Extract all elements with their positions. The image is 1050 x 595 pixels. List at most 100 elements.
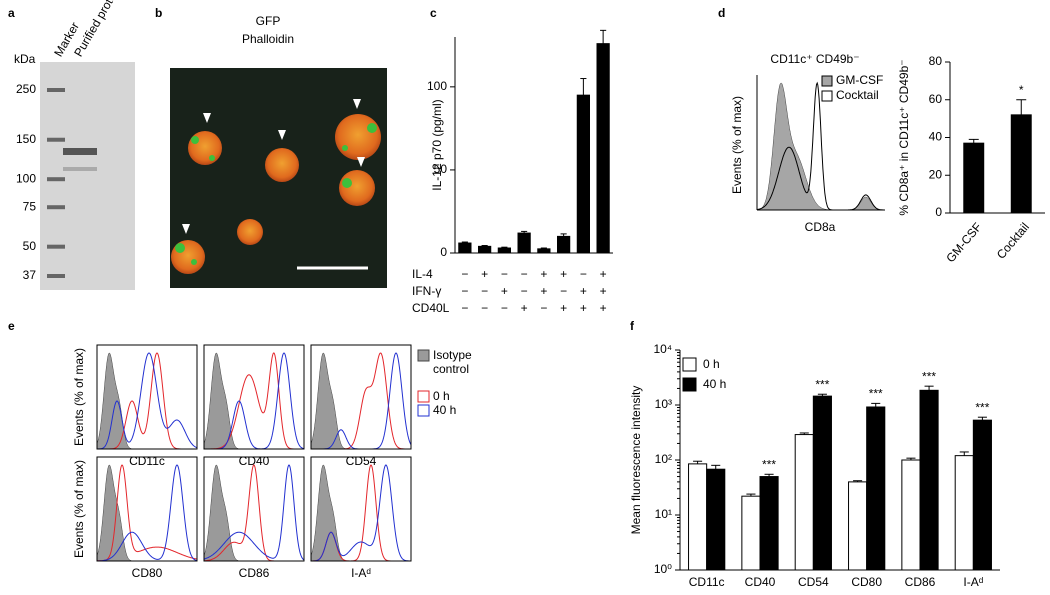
panel-label: e	[8, 319, 15, 333]
legend-swatch	[821, 75, 833, 87]
protein-band	[63, 148, 97, 155]
marker-band	[47, 177, 65, 182]
x-tick-label: CD86	[905, 575, 936, 589]
bar	[866, 406, 886, 571]
y-axis-label: % CD8a⁺ in CD11c⁺ CD49b⁻	[897, 59, 911, 215]
stain-label: Phalloidin	[242, 32, 294, 46]
bar	[919, 389, 939, 571]
y-tick-label: 80	[929, 54, 943, 68]
condition-sign: +	[540, 284, 547, 298]
stain-label: GFP	[256, 14, 281, 28]
marker-label: CD11c	[129, 454, 165, 468]
condition-sign: −	[540, 301, 547, 315]
condition-sign: +	[600, 301, 607, 315]
legend-label: Isotype control	[433, 348, 472, 376]
histogram-title: CD11c⁺ CD49b⁻	[770, 52, 859, 66]
legend-swatch	[682, 357, 697, 372]
y-tick-label: 20	[929, 167, 943, 181]
marker-label: CD80	[132, 566, 163, 580]
panel-label: b	[155, 6, 162, 20]
gel-unit: kDa	[14, 52, 36, 66]
marker-band	[47, 274, 65, 278]
bar	[954, 455, 974, 571]
histogram-curve	[203, 464, 305, 561]
x-axis-label: CD8a	[805, 220, 836, 234]
condition-name: IL-4	[412, 267, 433, 281]
bar	[478, 245, 492, 254]
y-tick-label: 100	[427, 79, 447, 93]
bar	[706, 468, 726, 571]
y-tick-label: 10⁰	[654, 562, 672, 576]
condition-sign: −	[481, 301, 488, 315]
x-tick-label: CD80	[851, 575, 882, 589]
bar	[848, 481, 868, 571]
y-axis-label: Mean fluorescence intensity	[629, 386, 643, 535]
marker-label: CD86	[239, 566, 270, 580]
condition-sign: −	[481, 284, 488, 298]
x-tick-label: CD54	[798, 575, 829, 589]
bar	[497, 247, 511, 254]
panel-label: a	[8, 6, 15, 20]
x-tick-label: GM-CSF	[943, 220, 984, 265]
marker-label: 37	[23, 268, 37, 282]
panel-label: d	[718, 6, 725, 20]
bar	[901, 459, 921, 571]
condition-sign: −	[461, 267, 468, 281]
gel-image	[40, 62, 135, 290]
condition-name: CD40L	[412, 301, 450, 315]
marker-band	[47, 205, 65, 210]
marker-label: 250	[16, 82, 36, 96]
legend-swatch	[682, 377, 697, 392]
marker-band	[47, 88, 65, 92]
legend-swatch	[417, 390, 430, 403]
histogram-curve	[203, 352, 304, 450]
bar	[812, 395, 832, 571]
bar	[596, 43, 610, 254]
histogram-frame	[96, 344, 198, 450]
bar	[741, 495, 761, 571]
legend-swatch	[417, 404, 430, 417]
condition-sign: +	[481, 267, 488, 281]
significance-label: ***	[762, 457, 776, 471]
histogram-curve	[756, 81, 885, 211]
condition-sign: −	[501, 301, 508, 315]
y-tick-label: 40	[929, 130, 943, 144]
y-tick-label: 50	[434, 162, 448, 176]
bar	[458, 242, 472, 254]
histogram-curve	[311, 464, 411, 562]
marker-label: 75	[23, 199, 37, 213]
condition-sign: −	[501, 267, 508, 281]
marker-label: 50	[23, 239, 37, 253]
histogram-frame	[96, 456, 198, 562]
legend-label: 0 h	[703, 357, 720, 371]
histogram-curve	[96, 464, 198, 562]
significance-label: ***	[975, 400, 989, 414]
x-tick-label: Cocktail	[994, 220, 1032, 262]
histogram-frame	[203, 344, 305, 450]
significance-label: ***	[922, 369, 936, 383]
y-axis-label: Events (% of max)	[72, 348, 86, 446]
condition-sign: +	[580, 301, 587, 315]
condition-sign: −	[521, 267, 528, 281]
histogram-frame	[310, 456, 412, 562]
y-tick-label: 0	[440, 245, 447, 259]
marker-label: 100	[16, 171, 36, 185]
marker-label: CD54	[346, 454, 377, 468]
condition-sign: +	[560, 267, 567, 281]
legend-label: Cocktail	[836, 88, 879, 102]
marker-label: I-Aᵈ	[351, 566, 371, 580]
panel-label: f	[630, 319, 635, 333]
bar	[688, 463, 708, 571]
condition-sign: +	[600, 284, 607, 298]
significance-label: *	[1019, 83, 1024, 97]
condition-sign: +	[600, 267, 607, 281]
bar	[963, 142, 985, 214]
bar	[1010, 114, 1032, 214]
histogram-curve	[756, 82, 885, 211]
legend-swatch	[417, 349, 430, 362]
histogram-frame	[310, 344, 412, 450]
marker-label: 150	[16, 132, 36, 146]
condition-name: IFN-γ	[412, 284, 441, 298]
y-tick-label: 10³	[655, 397, 672, 411]
